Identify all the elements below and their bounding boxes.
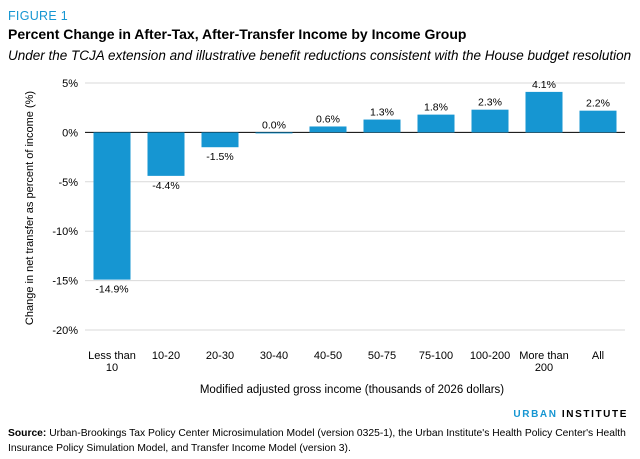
brand-institute: INSTITUTE — [561, 409, 628, 420]
x-tick-label: 50-75 — [368, 350, 396, 362]
x-tick-label: All — [592, 350, 604, 362]
x-axis-ticks: Less than 10 10-20 20-30 30-40 40-50 50-75 75-1… — [88, 350, 604, 374]
data-label: -14.9% — [95, 284, 128, 296]
y-tick-label: -20% — [52, 325, 78, 337]
data-labels: -14.9% -4.4% -1.5% 0.0% 0.6% 1.3% 1.8% 2.3% 4.1%… — [95, 79, 610, 296]
bar — [255, 132, 293, 134]
bar — [417, 114, 455, 133]
chart-title: Percent Change in After-Tax, After-Trans… — [8, 26, 467, 42]
x-tick-label: 75-100 — [419, 350, 453, 362]
data-label: -4.4% — [152, 180, 179, 192]
y-axis-label: Change in net transfer as percent of inc… — [24, 91, 36, 325]
x-tick-label: 10-20 — [152, 350, 180, 362]
y-tick-label: 5% — [62, 78, 78, 90]
brand-urban: URBAN — [513, 409, 558, 420]
x-tick-label: 100-200 — [470, 350, 510, 362]
y-axis-ticks: 5% 0% -5% -10% -15% -20% — [52, 78, 78, 337]
bar — [363, 119, 401, 133]
bar — [525, 91, 563, 133]
x-tick-label: 30-40 — [260, 350, 288, 362]
bar — [147, 132, 185, 176]
x-tick-label: 40-50 — [314, 350, 342, 362]
data-label: 1.8% — [424, 102, 448, 114]
source-note: Source: Urban-Brookings Tax Policy Cente… — [8, 426, 634, 456]
x-tick-label: Less than 10 — [88, 350, 136, 374]
bar — [471, 109, 509, 133]
source-label: Source: — [8, 428, 47, 439]
data-label: 2.3% — [478, 97, 502, 109]
y-tick-label: -5% — [58, 177, 78, 189]
y-tick-label: -10% — [52, 226, 78, 238]
bars — [93, 91, 617, 280]
x-tick-label: More than 200 — [519, 350, 569, 374]
x-tick-label: 20-30 — [206, 350, 234, 362]
source-text: Urban-Brookings Tax Policy Center Micros… — [8, 428, 626, 454]
bar — [93, 132, 131, 280]
data-label: 4.1% — [532, 79, 556, 91]
data-label: -1.5% — [206, 151, 233, 163]
bar — [579, 110, 617, 133]
data-label: 0.6% — [316, 113, 340, 125]
urban-institute-logo: URBAN INSTITUTE — [513, 409, 628, 420]
bar — [309, 126, 347, 133]
bar — [201, 132, 239, 148]
figure-label: FIGURE 1 — [8, 9, 69, 23]
x-axis-label: Modified adjusted gross income (thousand… — [200, 384, 504, 396]
data-label: 2.2% — [586, 98, 610, 110]
y-tick-label: -15% — [52, 276, 78, 288]
data-label: 0.0% — [262, 119, 286, 131]
data-label: 1.3% — [370, 107, 394, 119]
chart-subtitle: Under the TCJA extension and illustrativ… — [8, 48, 632, 63]
y-tick-label: 0% — [62, 127, 78, 139]
